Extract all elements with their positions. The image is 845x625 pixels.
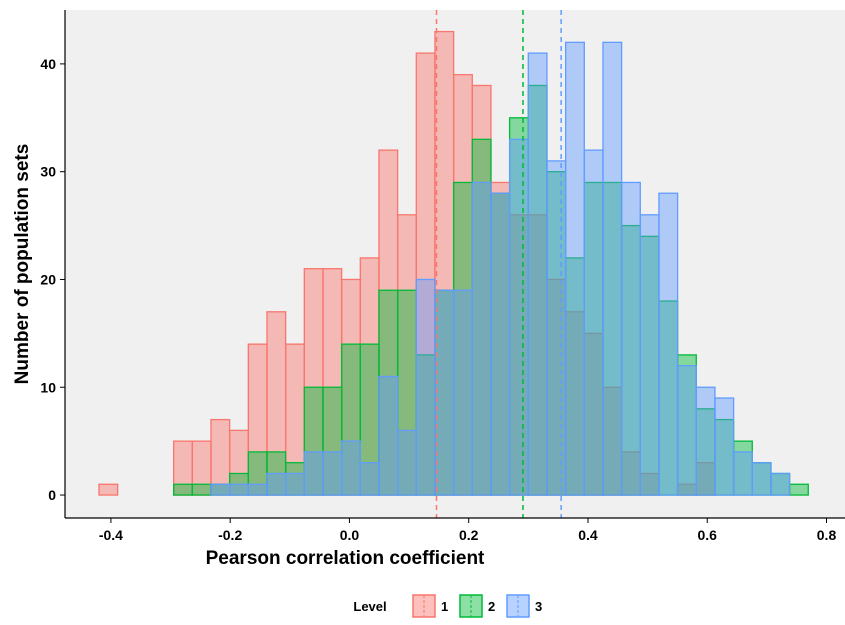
histogram-bar [452,289,473,496]
histogram-bar [714,397,735,496]
histogram-bar [602,41,623,496]
x-tick-label: 0.0 [340,527,360,543]
histogram-bar [266,472,287,496]
histogram-bar [247,483,268,496]
legend-label: 2 [488,599,495,614]
y-tick-label: 0 [48,487,56,503]
histogram-bar [434,289,455,496]
x-axis-title: Pearson correlation coefficient [206,548,485,569]
legend-label: 1 [441,599,448,614]
histogram-bar [98,483,119,496]
histogram-bar [303,451,324,496]
histogram-bar [658,192,679,496]
histogram-bar [191,483,212,496]
histogram-bar [546,160,567,496]
histogram-bar [228,483,249,496]
histogram-bar [583,149,604,496]
histogram-bar [732,451,753,496]
histogram-bar [471,181,492,496]
y-tick-label: 10 [40,379,56,395]
x-tick-label: -0.4 [99,527,123,543]
x-tick-label: 0.2 [459,527,479,543]
histogram-bar [695,386,716,496]
histogram-bar [378,375,399,496]
histogram-bar [676,365,697,496]
histogram-bar [639,214,660,496]
y-tick-label: 20 [40,271,56,287]
x-tick-label: 0.4 [578,527,598,543]
histogram-bar [527,52,548,496]
histogram-bar [284,472,305,496]
legend-label: 3 [535,599,542,614]
x-tick-label: 0.8 [817,527,837,543]
histogram-bar [564,41,585,496]
histogram-bar [340,440,361,496]
histogram-bar [359,462,380,496]
legend-title: Level [353,599,386,614]
y-tick-label: 30 [40,164,56,180]
histogram-bar [620,181,641,496]
histogram-bar [508,138,529,496]
histogram-bar [396,429,417,496]
histogram-bar [770,472,791,496]
histogram-bar [490,192,511,496]
histogram-bar [788,483,809,496]
y-axis-title: Number of population sets [12,144,33,385]
histogram-bar [751,462,772,496]
histogram-bar [415,278,436,496]
y-tick-label: 40 [40,56,56,72]
histogram-bar [173,483,193,496]
histogram-bar [210,483,231,496]
histogram-bar [322,451,343,496]
x-tick-label: -0.2 [218,527,242,543]
x-tick-label: 0.6 [698,527,718,543]
